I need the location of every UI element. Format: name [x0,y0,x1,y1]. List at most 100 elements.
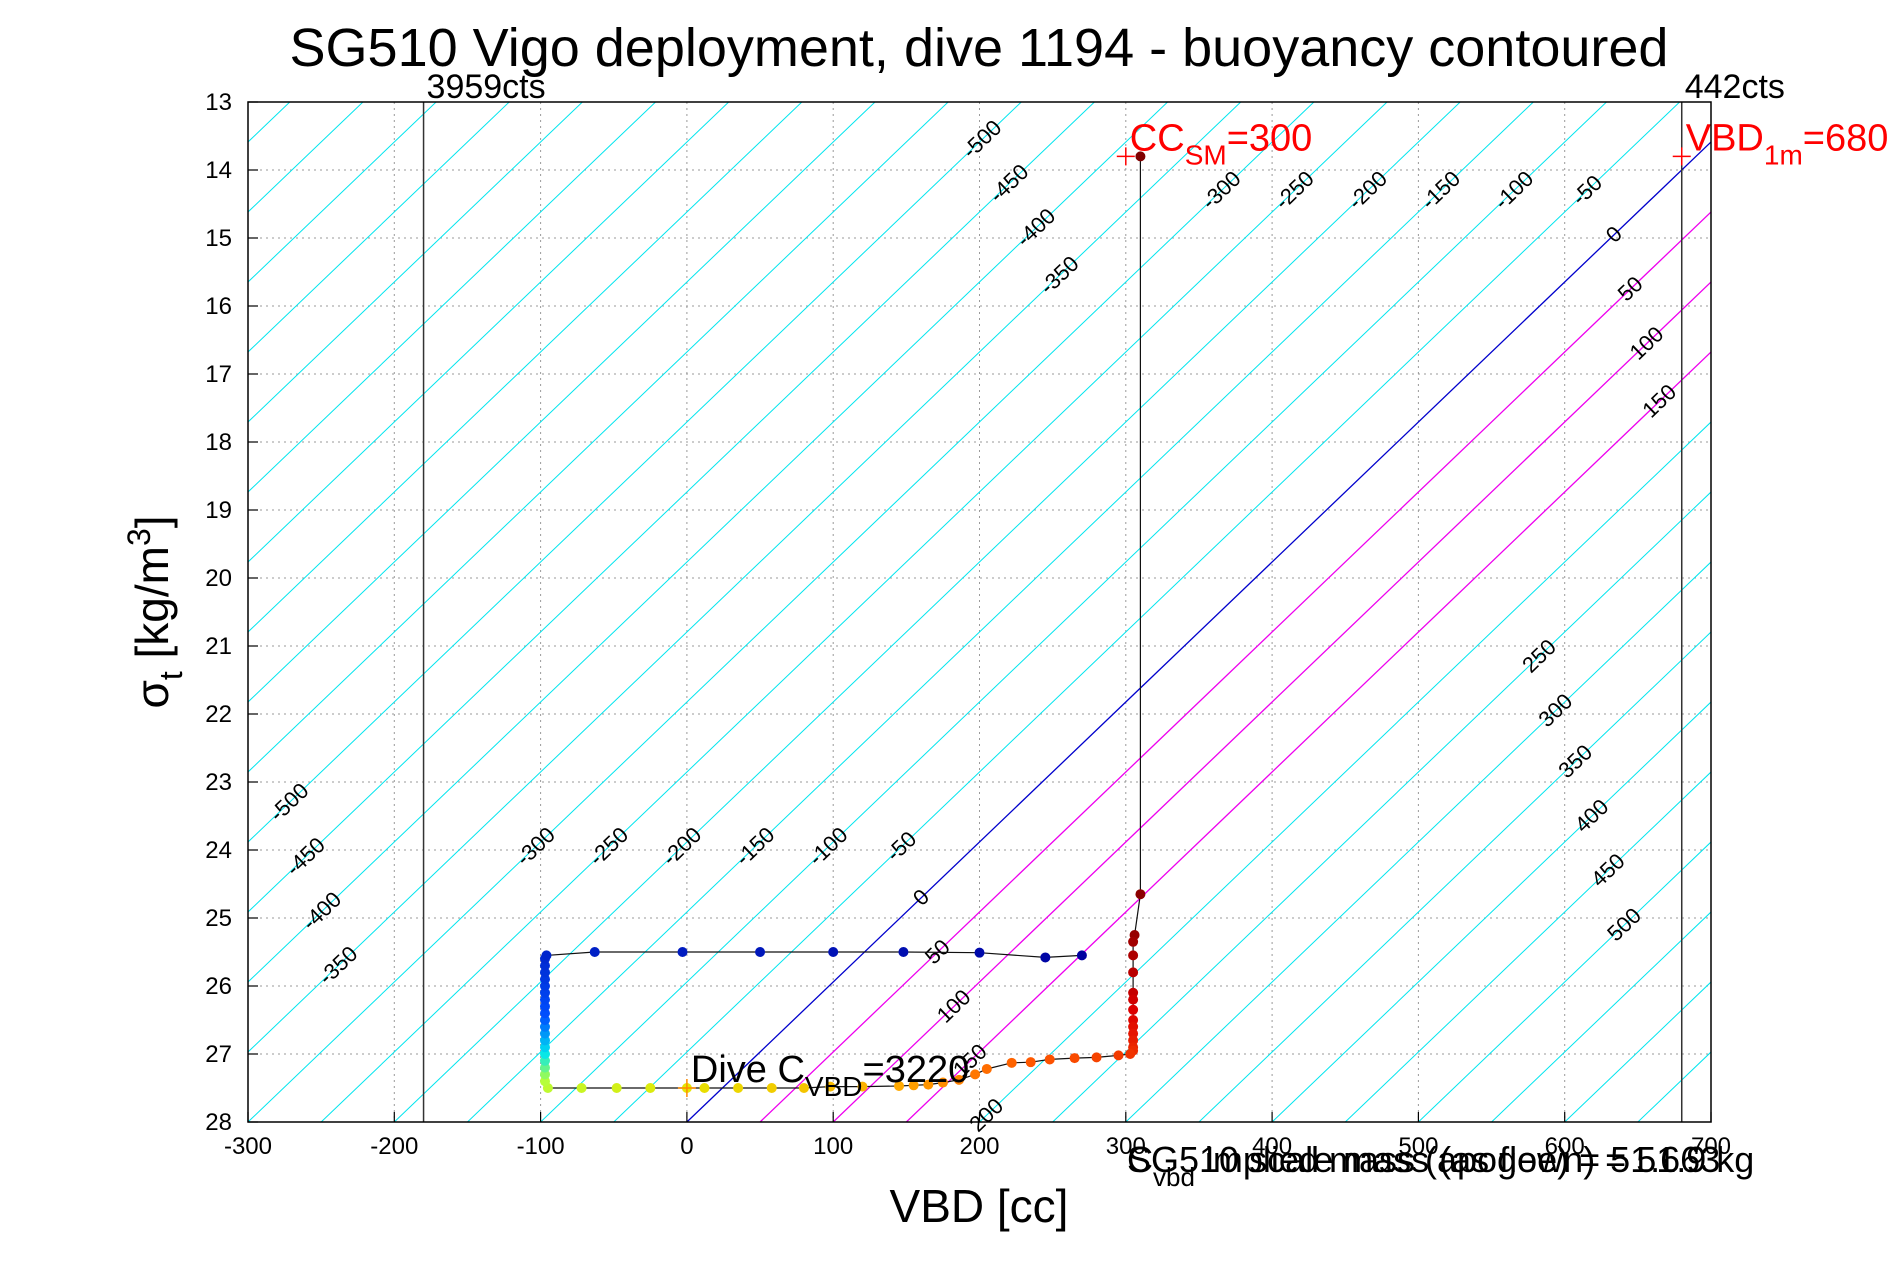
contour-line [248,102,1242,1053]
data-point [981,1063,992,1074]
contour-line [1198,631,1711,1122]
data-point [1135,889,1146,900]
x-tick-label: -300 [224,1133,272,1160]
data-point [970,1069,981,1080]
data-point [1091,1052,1102,1063]
y-tick-label: 21 [205,633,232,660]
data-point [908,1080,919,1091]
vbd-limit-label: 442cts [1685,68,1785,106]
contour-line [248,102,1315,1122]
x-tick-label: 200 [959,1133,999,1160]
y-tick-label: 14 [205,157,232,184]
y-tick-label: 28 [205,1109,232,1136]
y-tick-label: 19 [205,497,232,524]
y-tick-label: 17 [205,361,232,388]
y-tick-label: 15 [205,225,232,252]
marker-label-main: Dive C [691,1049,805,1091]
data-point [1128,1004,1139,1015]
y-axis-label-sub: t [153,671,189,680]
data-point [541,950,552,961]
marker-label-main: CC [1130,117,1185,159]
contour-line [0,102,144,1122]
marker-label-rest: =3220 [863,1049,970,1091]
contour-line [1784,102,1891,1122]
contour-line [393,102,1461,1122]
data-point [611,1083,622,1093]
y-tick-label: 13 [205,89,232,116]
data-point [699,1083,710,1093]
overlap-sub: vbd [1153,1162,1195,1192]
data-point [1044,1054,1055,1065]
data-point [677,947,688,957]
overlap-main: SG510 scale mass (as flown) = 51.9 kg [1127,1139,1754,1180]
data-point [898,947,909,957]
contour-line [832,281,1711,1122]
contour-line [248,102,510,353]
contour-line [1857,102,1891,1122]
contour-line [248,102,876,703]
data-point [798,1083,809,1093]
y-tick-label: 16 [205,293,232,320]
data-point [857,1081,868,1092]
y-tick-label: 20 [205,565,232,592]
marker-label-rest: =300 [1227,117,1313,159]
data-point [733,1083,744,1093]
marker-label: VBD1m=680 [1686,117,1889,170]
contour-line [1344,771,1711,1122]
overlap-main: C [1127,1139,1153,1180]
data-point [894,1080,905,1091]
vbd-limit-lines: 3959cts 442cts [422,68,1785,1122]
dive-trajectory [539,151,1146,1093]
data-point [828,947,839,957]
y-axis-label-sup: 3 [121,528,157,546]
contour-line [1271,701,1711,1122]
data-point [1128,950,1139,961]
marker-label-rest: =680 [1803,117,1889,159]
data-point [825,1081,836,1092]
contour-line [248,102,1095,913]
x-tick-label: 400 [1252,1133,1292,1160]
contour-line [979,421,1711,1122]
contour-line [1052,491,1711,1122]
data-point [1135,151,1146,162]
contour-line [248,102,730,563]
data-point [1040,952,1051,963]
overlapping-annotation: Cvbd implied mass (apogee) = 51.663SG510… [1127,1139,1754,1192]
y-tick-label: 24 [205,837,232,864]
data-point [1076,950,1087,961]
data-point [1128,967,1139,978]
y-tick-label: 22 [205,701,232,728]
data-point [974,947,985,958]
y-axis-label: σt [kg/m3] [121,515,189,708]
contour-line [248,102,437,283]
x-tick-label: 300 [1106,1133,1146,1160]
y-axis-label-units: [kg/m [126,546,178,671]
contour-line [1125,561,1711,1122]
data-point [1128,936,1139,947]
y-tick-label: 25 [205,905,232,932]
contour-line [248,102,656,493]
x-tick-label: 700 [1691,1133,1731,1160]
contour-line [0,102,217,1122]
data-point [923,1079,934,1090]
data-point [954,1074,965,1085]
chart-title: SG510 Vigo deployment, dive 1194 - buoya… [290,18,1669,78]
overlap-line: Cvbd implied mass (apogee) = 51.663 [1127,1139,1720,1192]
x-tick-label: -100 [517,1133,565,1160]
y-tick-label: 27 [205,1041,232,1068]
contour-line [248,102,949,773]
x-tick-label: 600 [1545,1133,1585,1160]
data-point [589,947,600,957]
y-axis-label-sigma: σ [126,680,178,708]
x-tick-label: 0 [680,1133,693,1160]
data-point [576,1083,587,1093]
x-tick-label: 500 [1398,1133,1438,1160]
data-point [1125,1049,1136,1059]
contour-line [248,102,803,633]
marker-label: Dive CVBD=3220 [691,1049,969,1102]
data-point [755,947,766,957]
data-point [937,1077,948,1088]
y-tick-label: 18 [205,429,232,456]
